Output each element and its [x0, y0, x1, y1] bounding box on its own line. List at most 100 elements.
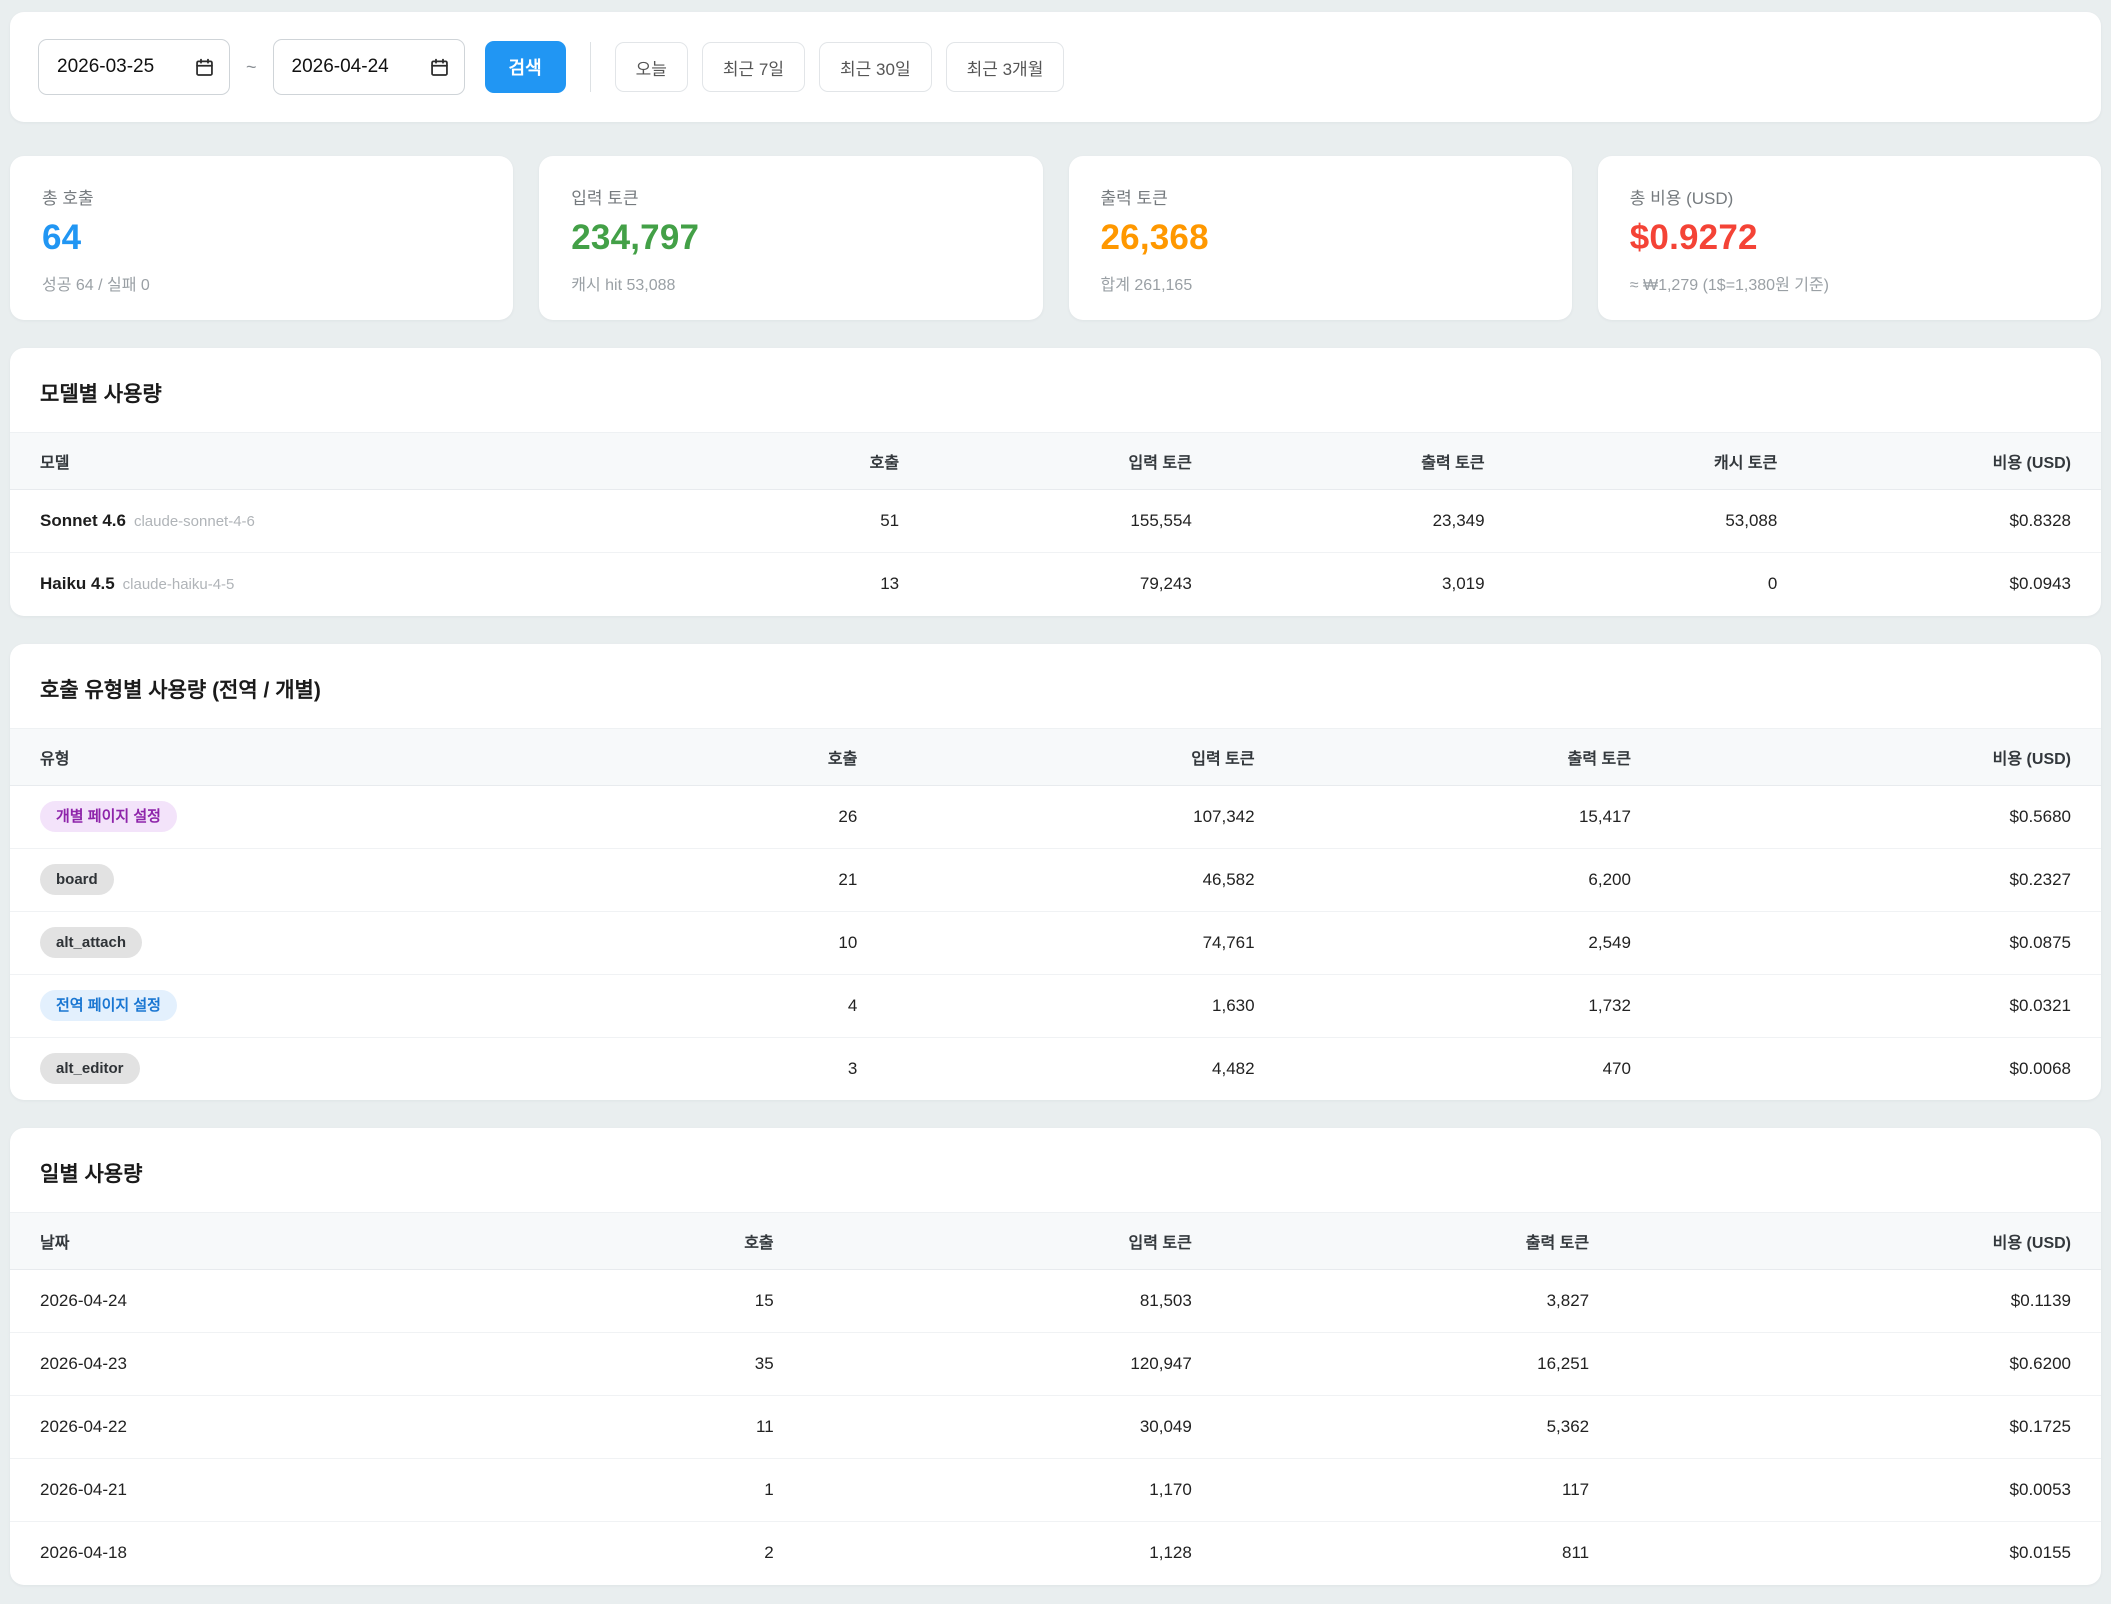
stat-card-total-cost: 총 비용 (USD) $0.9272 ≈ ₩1,279 (1$=1,380원 기… — [1597, 156, 2101, 320]
section-title: 모델별 사용량 — [40, 383, 162, 406]
cache-tokens-cell: 53,088 — [1725, 511, 1778, 530]
column-header-output-tokens: 출력 토큰 — [1264, 727, 1641, 786]
output-tokens-cell: 5,362 — [1201, 1395, 1600, 1459]
section-title: 호출 유형별 사용량 (전역 / 개별) — [40, 678, 321, 702]
output-tokens-cell: 23,349 — [1432, 511, 1485, 530]
stat-label: 입력 토큰 — [571, 189, 639, 208]
date-to-value: 2026-04-24 — [291, 56, 389, 77]
input-tokens-cell: 81,503 — [1139, 1291, 1192, 1310]
table-row: board 21 46,582 6,200 $0.2327 — [10, 847, 2101, 911]
output-tokens-cell: 811 — [1201, 1521, 1600, 1585]
column-header-input-tokens: 입력 토큰 — [909, 432, 1202, 490]
cache-tokens-cell: 0 — [1494, 552, 1788, 616]
type-badge: alt_attach — [40, 927, 143, 958]
input-tokens-cell: 1,128 — [783, 1521, 1202, 1585]
column-header-input-tokens: 입력 토큰 — [867, 727, 1265, 786]
input-tokens-cell: 1,170 — [783, 1458, 1202, 1522]
calls-cell: 11 — [386, 1395, 784, 1459]
column-header-cost: 비용 (USD) — [1640, 727, 2101, 786]
stat-value: $0.9272 — [1629, 218, 1758, 257]
quick-range-today-button[interactable]: 오늘 — [614, 42, 688, 92]
input-tokens-cell: 4,482 — [867, 1036, 1265, 1100]
quick-range-7days-button[interactable]: 최근 7일 — [701, 42, 806, 92]
table-row: alt_attach 10 74,761 2,549 $0.0875 — [10, 910, 2101, 974]
date-from-input[interactable]: 2026-03-25 — [38, 39, 230, 95]
stat-label: 총 호출 — [42, 189, 94, 208]
model-usage-table: 모델 호출 입력 토큰 출력 토큰 캐시 토큰 비용 (USD) Sonnet … — [10, 432, 2101, 616]
column-header-type: 유형 — [10, 727, 450, 786]
cost-cell: $0.1139 — [2010, 1291, 2071, 1310]
cost-cell: $0.0321 — [1640, 973, 2101, 1037]
table-row: 개별 페이지 설정 26 107,342 15,417 $0.5680 — [10, 785, 2101, 848]
table-row: 2026-04-18 2 1,128 811 $0.0155 — [10, 1521, 2101, 1585]
call-type-usage-table: 유형 호출 입력 토큰 출력 토큰 비용 (USD) 개별 페이지 설정 26 … — [10, 727, 2101, 1100]
column-header-calls: 호출 — [449, 727, 868, 786]
output-tokens-cell: 117 — [1201, 1458, 1600, 1522]
column-header-output-tokens: 출력 토큰 — [1201, 432, 1495, 490]
stat-subtext: 캐시 hit 53,088 — [571, 277, 676, 294]
date-cell: 2026-04-21 — [10, 1458, 387, 1522]
input-tokens-cell: 74,761 — [867, 910, 1265, 974]
output-tokens-cell: 6,200 — [1264, 847, 1641, 911]
column-header-calls: 호출 — [637, 432, 910, 490]
cost-cell: $0.0068 — [1640, 1036, 2101, 1100]
model-name: Sonnet 4.6 — [40, 511, 126, 530]
call-type-usage-section: 호출 유형별 사용량 (전역 / 개별) 유형 호출 입력 토큰 출력 토큰 비… — [10, 643, 2101, 1100]
calls-cell: 51 — [880, 511, 900, 530]
calls-cell: 13 — [637, 552, 910, 616]
stat-value: 234,797 — [571, 218, 700, 257]
calls-cell: 15 — [754, 1291, 774, 1310]
column-header-date: 날짜 — [10, 1212, 387, 1270]
search-button[interactable]: 검색 — [484, 41, 566, 93]
date-cell: 2026-04-22 — [10, 1395, 387, 1459]
stat-subtext: 합계 261,165 — [1100, 277, 1193, 294]
table-row: 2026-04-21 1 1,170 117 $0.0053 — [10, 1458, 2101, 1522]
calls-cell: 35 — [386, 1332, 784, 1396]
input-tokens-cell: 1,630 — [867, 973, 1265, 1037]
stat-card-total-calls: 총 호출 64 성공 64 / 실패 0 — [10, 156, 514, 320]
cost-cell: $0.0943 — [1787, 552, 2101, 616]
daily-usage-table: 날짜 호출 입력 토큰 출력 토큰 비용 (USD) 2026-04-24 15… — [10, 1212, 2101, 1585]
calls-cell: 1 — [386, 1458, 784, 1522]
input-tokens-cell: 30,049 — [783, 1395, 1202, 1459]
stat-label: 출력 토큰 — [1100, 189, 1168, 208]
table-row: 2026-04-24 15 81,503 3,827 $0.1139 — [10, 1270, 2101, 1333]
calendar-icon[interactable] — [194, 57, 215, 78]
cost-cell: $0.2327 — [1640, 847, 2101, 911]
calls-cell: 21 — [449, 847, 868, 911]
calendar-icon[interactable] — [429, 57, 450, 78]
model-id: claude-sonnet-4-6 — [133, 513, 255, 530]
column-header-output-tokens: 출력 토큰 — [1201, 1212, 1600, 1270]
section-title: 일별 사용량 — [40, 1163, 143, 1186]
output-tokens-cell: 470 — [1264, 1036, 1641, 1100]
output-tokens-cell: 15,417 — [1578, 806, 1631, 826]
type-badge: 개별 페이지 설정 — [40, 801, 177, 832]
column-header-cache-tokens: 캐시 토큰 — [1494, 432, 1788, 490]
column-header-cost: 비용 (USD) — [1787, 432, 2101, 490]
date-cell: 2026-04-24 — [40, 1291, 127, 1310]
column-header-input-tokens: 입력 토큰 — [783, 1212, 1202, 1270]
column-header-model: 모델 — [10, 432, 638, 490]
model-id: claude-haiku-4-5 — [122, 576, 235, 594]
column-header-calls: 호출 — [386, 1212, 784, 1270]
stats-row: 총 호출 64 성공 64 / 실패 0 입력 토큰 234,797 캐시 hi… — [10, 156, 2101, 320]
table-row: Haiku 4.5 claude-haiku-4-5 13 79,243 3,01… — [10, 552, 2101, 616]
output-tokens-cell: 3,019 — [1201, 552, 1495, 616]
date-range-separator: ~ — [246, 56, 257, 77]
input-tokens-cell: 155,554 — [1130, 511, 1192, 530]
quick-range-30days-button[interactable]: 최근 30일 — [819, 42, 932, 92]
stat-value: 26,368 — [1100, 218, 1209, 257]
cost-cell: $0.5680 — [2009, 806, 2071, 826]
type-badge: 전역 페이지 설정 — [40, 990, 177, 1021]
table-row: 2026-04-22 11 30,049 5,362 $0.1725 — [10, 1395, 2101, 1459]
input-tokens-cell: 107,342 — [1193, 806, 1255, 826]
quick-range-3months-button[interactable]: 최근 3개월 — [945, 42, 1065, 92]
input-tokens-cell: 120,947 — [783, 1332, 1202, 1396]
date-filter-toolbar: 2026-03-25 ~ 2026-04-24 검색 오늘 최근 7일 최근 3… — [10, 12, 2101, 122]
table-header-row: 유형 호출 입력 토큰 출력 토큰 비용 (USD) — [10, 727, 2101, 786]
output-tokens-cell: 16,251 — [1201, 1332, 1600, 1396]
type-badge: alt_editor — [40, 1053, 140, 1085]
table-row: alt_editor 3 4,482 470 $0.0068 — [10, 1036, 2101, 1100]
date-to-input[interactable]: 2026-04-24 — [272, 39, 465, 95]
cost-cell: $0.0053 — [1599, 1458, 2101, 1522]
